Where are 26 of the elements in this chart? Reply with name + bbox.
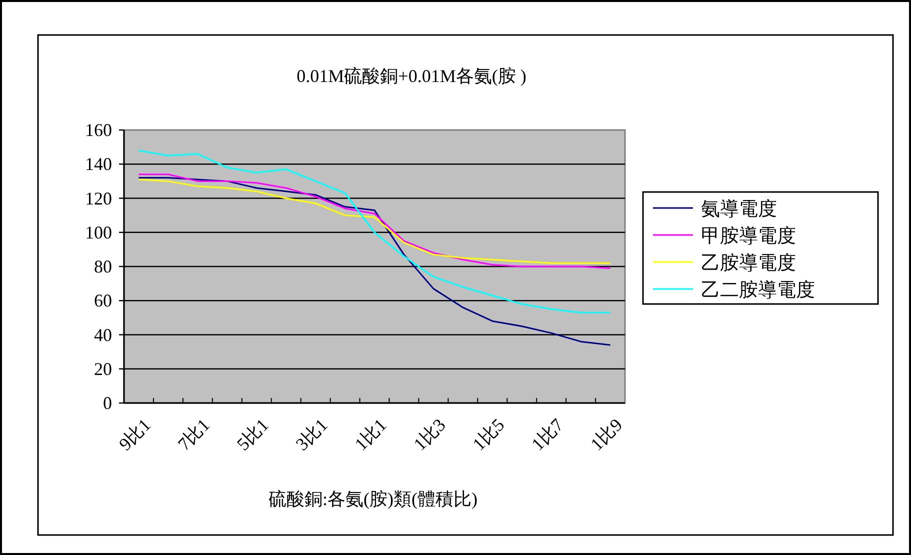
x-axis-title: 硫酸銅:各氨(胺)類(體積比) — [268, 489, 478, 509]
y-tick-label: 160 — [85, 120, 112, 140]
x-tick-label: 1比1 — [350, 414, 390, 454]
y-tick-label: 120 — [85, 188, 112, 208]
y-tick-label: 20 — [94, 358, 112, 379]
x-tick-label: 1比5 — [468, 414, 508, 454]
legend-label: 乙胺導電度 — [701, 252, 796, 274]
x-tick-label: 3比1 — [292, 414, 332, 454]
legend-label: 乙二胺導電度 — [701, 279, 815, 301]
legend-label: 甲胺導電度 — [701, 225, 796, 247]
x-tick-label: 1比9 — [586, 414, 626, 454]
y-tick-label: 140 — [85, 154, 112, 174]
y-tick-label: 100 — [85, 222, 112, 242]
x-tick-label: 5比1 — [232, 414, 272, 454]
legend-label: 氨導電度 — [701, 198, 777, 220]
line-series — [138, 150, 612, 314]
line-series — [138, 177, 612, 346]
y-tick-label: 80 — [94, 256, 112, 276]
x-tick-label: 7比1 — [174, 414, 214, 454]
x-tick-label: 9比1 — [115, 414, 155, 454]
x-tick-label: 1比7 — [528, 414, 568, 454]
x-tick-label: 1比3 — [410, 414, 450, 454]
chart-title: 0.01M硫酸銅+0.01M各氨(胺 ) — [296, 66, 526, 86]
y-tick-label: 0 — [103, 393, 112, 413]
y-tick-label: 60 — [94, 290, 112, 311]
y-tick-label: 40 — [94, 324, 112, 345]
